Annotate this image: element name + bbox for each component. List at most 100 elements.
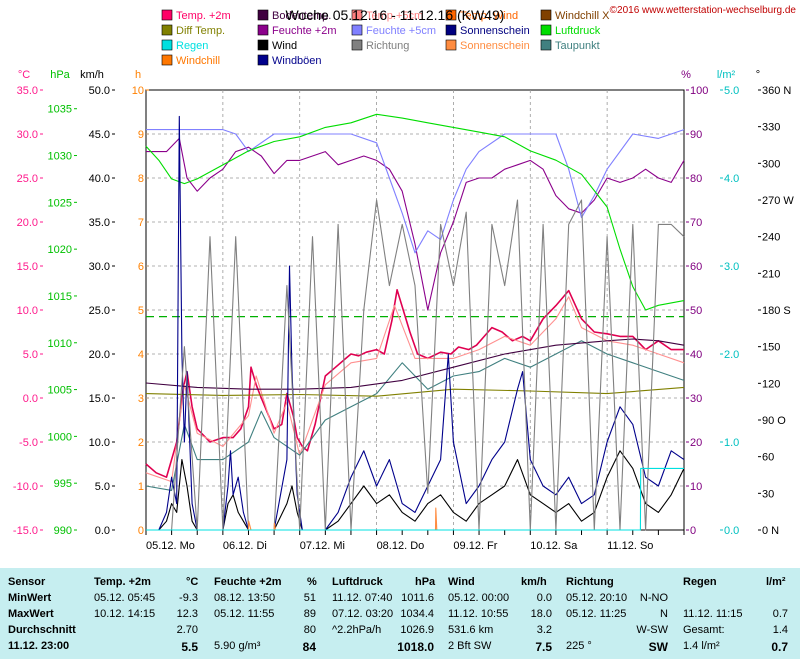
y-tick-label-pressure-hpa: 1000: [48, 431, 72, 443]
y-tick-label-direction-deg: 240: [762, 232, 780, 244]
stats-row-label: MinWert: [8, 592, 52, 604]
y-tick-label-sunshine-h: 4: [138, 349, 144, 361]
copyright-text[interactable]: ©2016 www.wetterstation-wechselburg.de: [610, 5, 797, 16]
legend-swatch: [257, 39, 269, 51]
y-tick-label-pressure-hpa: 1025: [48, 197, 72, 209]
y-tick-label-direction-deg: 90 O: [762, 415, 786, 427]
y-tick-label-temp-c: -5.0: [19, 437, 38, 449]
stats-druck-time: 11.12. 07:40: [332, 592, 393, 604]
y-tick-label-temp-c: 35.0: [17, 85, 38, 97]
stats-richtung-time: 05.12. 20:10: [566, 592, 628, 604]
legend-swatch: [161, 54, 173, 66]
x-tick-label: 11.12. So: [607, 540, 653, 552]
stats-header-sensor: Sensor: [8, 576, 46, 588]
y-tick-label-wind-kmh: 25.0: [89, 305, 110, 317]
y-tick-label-sunshine-h: 6: [138, 261, 144, 273]
stats-wind-time: 2 Bft SW: [448, 640, 492, 652]
y-tick-label-sunshine-h: 9: [138, 129, 144, 141]
stats-feuchte-val: 51: [303, 592, 316, 604]
y-tick-label-pressure-hpa: 1020: [48, 244, 72, 256]
y-tick-label-temp-c: -15.0: [13, 525, 38, 537]
y-tick-label-temp-c: 0.0: [23, 393, 38, 405]
stats-feuchte-val: 89: [303, 608, 316, 620]
y-tick-label-temp-c: 15.0: [17, 261, 38, 273]
series-line-luftdruck: [145, 113, 685, 311]
y-tick-label-humidity-pct: 50: [690, 305, 702, 317]
stats-regen-time: 11.12. 11:15: [683, 608, 743, 620]
x-tick-label: 07.12. Mi: [300, 540, 345, 552]
stats-feuchte-time: 5.90 g/m³: [214, 640, 261, 652]
y-tick-label-wind-kmh: 35.0: [89, 217, 110, 229]
y-tick-label-temp-c: 25.0: [17, 173, 38, 185]
y-tick-label-pressure-hpa: 990: [54, 525, 72, 537]
y-tick-label-sunshine-h: 0: [138, 525, 144, 537]
y-tick-label-humidity-pct: 20: [690, 437, 702, 449]
series-line-bodentemp-: [145, 338, 685, 390]
y-tick-label-direction-deg: 210: [762, 268, 780, 280]
stats-richtung-time: 225 °: [566, 640, 592, 652]
legend-swatch: [351, 39, 363, 51]
stats-wind-val: 18.0: [530, 608, 552, 620]
y-tick-label-direction-deg: 30: [762, 488, 774, 500]
y-tick-label-direction-deg: 0 N: [762, 525, 779, 537]
y-tick-label-rain-lm2: 1.0: [724, 437, 739, 449]
y-tick-label-pressure-hpa: 1030: [48, 151, 72, 163]
axis-unit-sunshine-h: h: [135, 69, 141, 81]
legend-label: Sonnenschein: [460, 25, 530, 37]
legend-swatch: [257, 24, 269, 36]
y-tick-label-sunshine-h: 8: [138, 173, 144, 185]
y-tick-label-wind-kmh: 30.0: [89, 261, 110, 273]
series-line-temp-2m: [145, 288, 684, 479]
stats-header-regen: Regen: [683, 576, 717, 588]
series-layer: [145, 113, 685, 531]
stats-regen-val: 0.7: [771, 640, 788, 654]
stats-richtung-val: N: [660, 608, 668, 620]
stats-temp-val: -9.3: [179, 592, 198, 604]
y-tick-label-rain-lm2: 0.0: [724, 525, 739, 537]
x-tick-label: 08.12. Do: [377, 540, 425, 552]
series-line-feuchte-2m: [146, 137, 685, 311]
stats-header-regen-unit: l/m²: [766, 576, 786, 588]
legend-swatch: [257, 9, 269, 21]
stats-temp-val: 2.70: [176, 624, 198, 636]
stats-richtung-val: N-NO: [639, 592, 668, 604]
legend-label: Richtung: [366, 40, 409, 52]
y-tick-label-rain-lm2: 5.0: [724, 85, 739, 97]
axis-unit-pressure-hpa: hPa: [50, 69, 70, 81]
y-tick-label-direction-deg: 330: [762, 122, 780, 134]
legend-swatch: [257, 54, 269, 66]
stats-header-temp: Temp. +2m: [94, 576, 151, 588]
stats-wind-val: 0.0: [536, 592, 552, 604]
stats-feuchte-val: 80: [303, 624, 316, 636]
stats-druck-val: 1026.9: [400, 624, 434, 636]
y-tick-label-direction-deg: 300: [762, 158, 780, 170]
stats-druck-time: ^2.2hPa/h: [332, 624, 382, 636]
legend-label: Windböen: [272, 55, 322, 67]
y-tick-label-humidity-pct: 80: [690, 173, 702, 185]
y-tick-label-direction-deg: 60: [762, 452, 774, 464]
stats-header-wind-unit: km/h: [521, 576, 547, 588]
stats-druck-val: 1034.4: [400, 608, 434, 620]
legend-label: Temp. +2m: [176, 10, 231, 22]
series-line-sonnenschein: [146, 507, 454, 531]
legend-label: Windchill X: [555, 10, 610, 22]
stats-row-label: MaxWert: [8, 608, 54, 620]
y-tick-label-pressure-hpa: 1015: [48, 291, 72, 303]
y-tick-label-humidity-pct: 100: [690, 85, 708, 97]
legend-swatch: [445, 39, 457, 51]
legend-swatch: [540, 39, 552, 51]
stats-header-feuchte: Feuchte +2m: [214, 576, 282, 588]
stats-header-temp-unit: °C: [186, 576, 199, 588]
stats-regen-val: 0.7: [772, 608, 788, 620]
y-tick-label-wind-kmh: 20.0: [89, 349, 110, 361]
x-tick-label: 06.12. Di: [223, 540, 267, 552]
y-tick-label-humidity-pct: 90: [690, 129, 702, 141]
y-tick-label-humidity-pct: 40: [690, 349, 702, 361]
y-tick-label-wind-kmh: 5.0: [95, 481, 110, 493]
y-tick-label-humidity-pct: 60: [690, 261, 702, 273]
stats-richtung-val: W-SW: [636, 624, 668, 636]
stats-header-druck-unit: hPa: [415, 576, 436, 588]
stats-richtung-val: SW: [648, 640, 668, 654]
legend-swatch: [445, 24, 457, 36]
legend-label: Taupunkt: [555, 40, 600, 52]
